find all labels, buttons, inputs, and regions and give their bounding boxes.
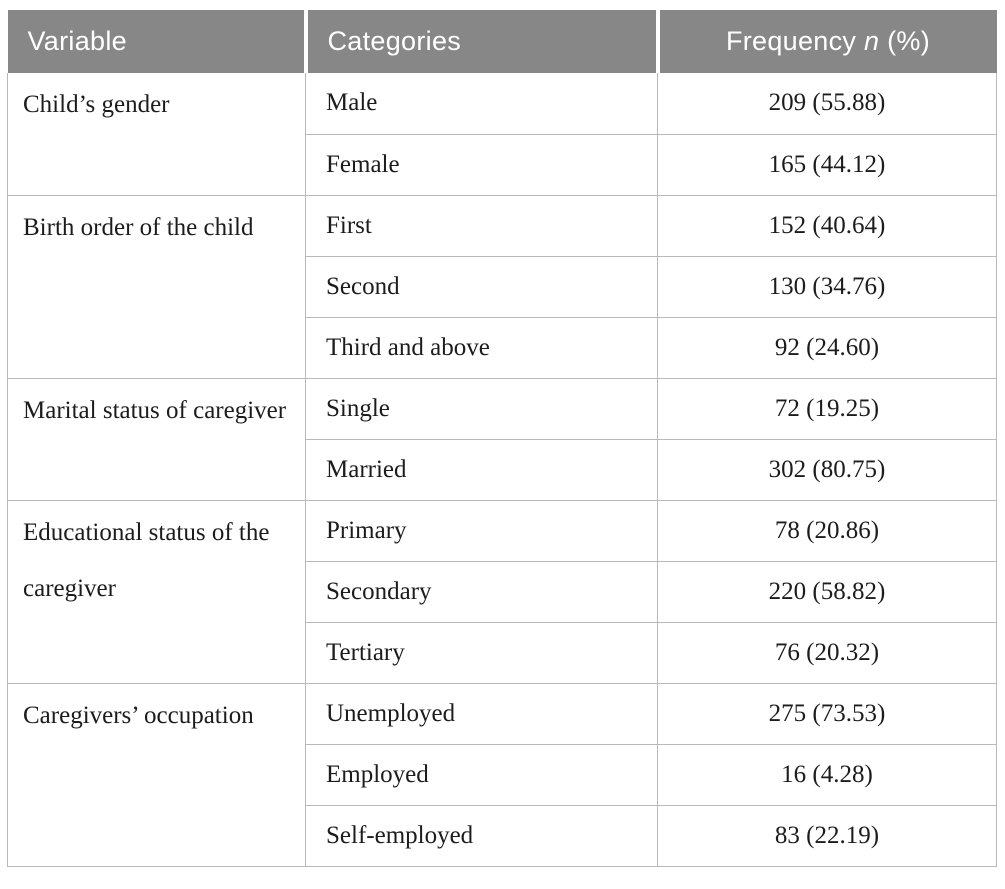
table-row: Employed 16 (4.28)	[8, 743, 997, 806]
frequency-cell: 16 (4.28)	[657, 743, 997, 806]
category-cell: First	[305, 194, 658, 257]
frequency-cell: 92 (24.60)	[657, 316, 997, 379]
frequency-cell: 130 (34.76)	[657, 255, 997, 318]
frequency-header-n-symbol: n	[864, 26, 880, 56]
frequency-cell: 83 (22.19)	[657, 804, 997, 867]
frequency-cell: 209 (55.88)	[657, 73, 997, 135]
category-cell: Secondary	[305, 560, 658, 623]
frequency-cell: 275 (73.53)	[657, 682, 997, 745]
variable-cell: Marital status of caregiver	[7, 377, 306, 501]
table-row: Secondary 220 (58.82)	[8, 560, 997, 623]
frequency-cell: 220 (58.82)	[657, 560, 997, 623]
category-cell: Single	[305, 377, 658, 440]
category-cell: Primary	[305, 499, 658, 562]
table-row: Tertiary 76 (20.32)	[8, 621, 997, 684]
table-row: Educational status of the caregiver Prim…	[7, 499, 997, 684]
column-header-categories: Categories	[303, 10, 658, 73]
category-cell: Third and above	[305, 316, 658, 379]
frequency-cell: 72 (19.25)	[657, 377, 997, 440]
frequency-cell: 165 (44.12)	[657, 133, 997, 196]
table-row: Self-employed 83 (22.19)	[8, 804, 997, 867]
category-cell: Male	[305, 73, 658, 135]
column-header-variable: Variable	[7, 10, 306, 73]
category-cell: Self-employed	[305, 804, 658, 867]
variable-cell: Caregivers’ occupation	[7, 682, 306, 867]
frequency-cell: 152 (40.64)	[657, 194, 997, 257]
frequency-cell: 302 (80.75)	[657, 438, 997, 501]
variable-cell: Child’s gender	[7, 73, 306, 196]
table-body: Child’s gender Male 209 (55.88) Female 1…	[7, 73, 997, 867]
frequency-header-suffix: (%)	[879, 26, 931, 56]
table-row: Caregivers’ occupation Unemployed 275 (7…	[7, 682, 997, 867]
table-row: Child’s gender Male 209 (55.88)	[7, 73, 997, 196]
category-cell: Female	[305, 133, 658, 196]
table-header: Variable Categories Frequency n (%)	[7, 10, 997, 73]
category-cell: Unemployed	[305, 682, 658, 745]
category-cell: Tertiary	[305, 621, 658, 684]
variable-cell: Educational status of the caregiver	[7, 499, 306, 684]
variable-cell: Birth order of the child	[7, 194, 306, 379]
category-cell: Second	[305, 255, 658, 318]
demographics-table-container: Variable Categories Frequency n (%) Chil…	[7, 10, 997, 867]
frequency-cell: 78 (20.86)	[657, 499, 997, 562]
frequency-header-text: Frequency	[725, 26, 865, 56]
table-row: Birth order of the child First 152 (40.6…	[7, 194, 997, 379]
table-row: Female 165 (44.12)	[8, 133, 997, 196]
table-row: Marital status of caregiver Single 72 (1…	[7, 377, 997, 501]
frequency-cell: 76 (20.32)	[657, 621, 997, 684]
demographics-table: Variable Categories Frequency n (%) Chil…	[7, 10, 997, 867]
header-row: Variable Categories Frequency n (%)	[7, 10, 997, 73]
category-cell: Employed	[305, 743, 658, 806]
category-cell: Married	[305, 438, 658, 501]
column-header-frequency: Frequency n (%)	[655, 10, 997, 73]
